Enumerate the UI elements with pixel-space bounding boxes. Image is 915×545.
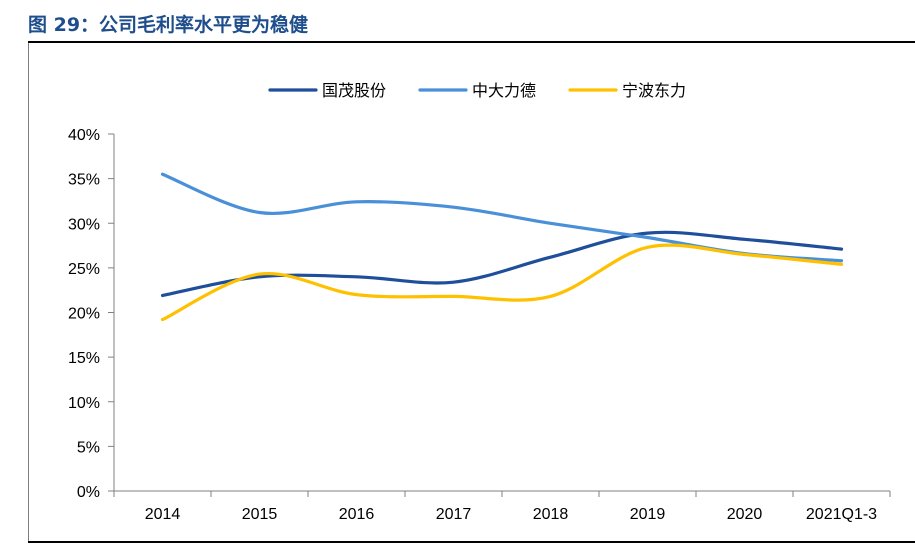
y-tick-label: 40% [68, 127, 100, 144]
x-tick-label: 2015 [242, 506, 278, 523]
x-tick-label: 2020 [727, 506, 763, 523]
series-line-1 [160, 230, 844, 298]
data-point [451, 280, 456, 285]
x-tick-label: 2014 [145, 506, 181, 523]
data-point [354, 199, 359, 204]
data-point [742, 252, 747, 257]
y-tick-label: 0% [77, 484, 100, 501]
figure-title: 图 29：公司毛利率水平更为稳健 [28, 14, 309, 36]
y-tick-label: 5% [77, 439, 100, 456]
data-point [257, 272, 262, 277]
series-line-2 [160, 172, 844, 263]
data-point [548, 221, 553, 226]
legend-label: 宁波东力 [622, 82, 686, 100]
data-point [354, 274, 359, 279]
x-tick-label: 2021Q1-3 [806, 506, 877, 523]
x-tick-label: 2016 [339, 506, 375, 523]
data-point [645, 231, 650, 236]
y-tick-label: 10% [68, 395, 100, 412]
x-tick-label: 2019 [630, 506, 666, 523]
x-tick-label: 2017 [436, 506, 472, 523]
data-point [160, 317, 165, 322]
y-tick-label: 35% [68, 172, 100, 189]
data-point [839, 247, 844, 252]
y-tick-label: 20% [68, 306, 100, 323]
legend-label: 国茂股份 [322, 82, 386, 100]
legend-label: 中大力德 [472, 82, 536, 100]
data-point [839, 262, 844, 267]
y-tick-label: 25% [68, 261, 100, 278]
top-rule [28, 41, 915, 43]
x-tick-label: 2018 [533, 506, 569, 523]
series-line-3 [160, 243, 844, 322]
data-point [354, 292, 359, 297]
data-point [548, 255, 553, 260]
data-point [645, 245, 650, 250]
data-point [451, 294, 456, 299]
data-point [451, 205, 456, 210]
data-point [742, 237, 747, 242]
data-point [548, 294, 553, 299]
data-point [257, 210, 262, 215]
y-axis: 0% 5% 10% 15% 20% 25% 30% 35% 40% [68, 127, 115, 501]
data-point [645, 235, 650, 240]
frame-left-border [28, 43, 29, 541]
data-point [160, 172, 165, 177]
bottom-rule [28, 541, 915, 543]
chart-legend: 国茂股份 中大力德 宁波东力 [268, 82, 686, 100]
series-lines [160, 172, 844, 322]
data-point [160, 293, 165, 298]
y-tick-label: 30% [68, 216, 100, 233]
y-tick-label: 15% [68, 350, 100, 367]
x-axis: 2014 2015 2016 2017 2018 2019 2020 2021Q1-3 [113, 490, 891, 523]
